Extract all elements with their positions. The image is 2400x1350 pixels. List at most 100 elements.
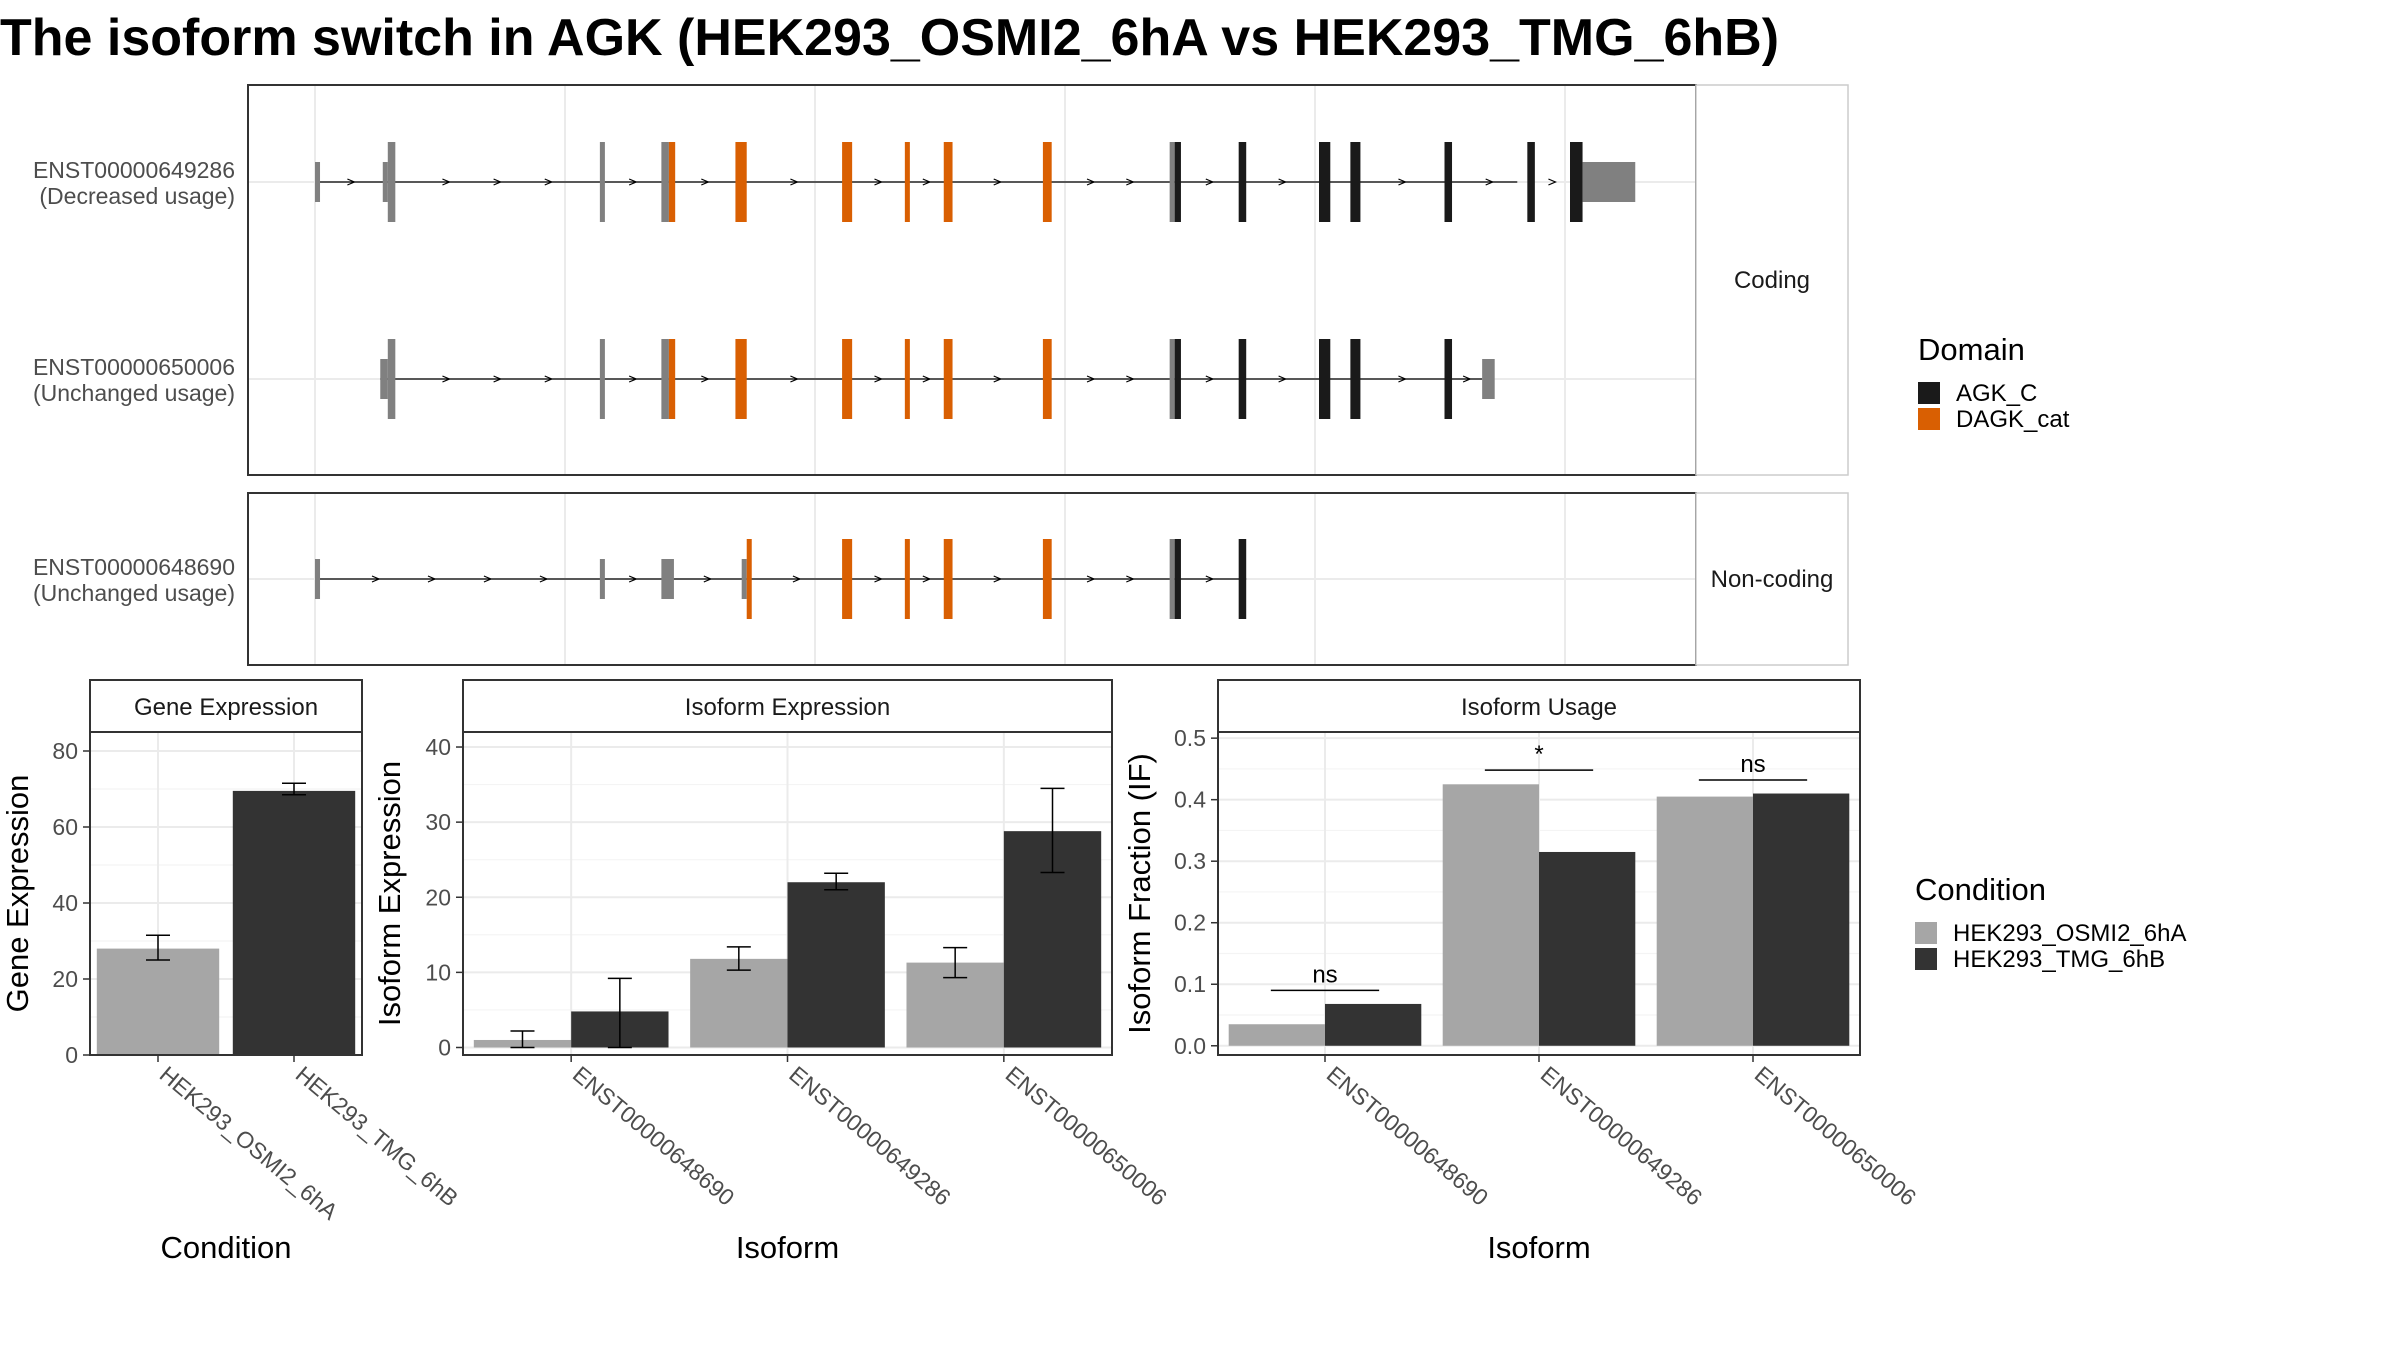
bar (1228, 1024, 1325, 1046)
exon-dagk-cat (904, 539, 910, 619)
significance-label: ns (1740, 751, 1765, 778)
bar (1442, 784, 1539, 1046)
y-tick-label: 0.1 (1174, 971, 1206, 997)
exon-dagk-cat (746, 539, 752, 619)
strand-arrow (1086, 375, 1096, 383)
transcript-panel-non-coding: ENST00000648690(Unchanged usage) Non-codi… (33, 492, 1849, 666)
significance-label: ns (1312, 961, 1337, 988)
transcript-ENST00000648690: ENST00000648690(Unchanged usage) (33, 539, 1247, 619)
exon-dagk-cat (842, 539, 853, 619)
exon-dagk-cat (943, 142, 953, 222)
exon-dagk-cat (842, 339, 853, 419)
strand-arrow (993, 575, 1003, 583)
y-tick-label: 40 (425, 734, 451, 760)
chart-isoform-usage: 0.0 0.1 0.2 0.3 0.4 0.5 ns * ns Isoform Usage ENST… (1122, 679, 1921, 1265)
transcript-usage: (Unchanged usage) (33, 380, 235, 406)
x-tick-label: ENST00000650006 (1001, 1061, 1173, 1211)
x-tick-label: ENST00000649286 (1536, 1061, 1708, 1211)
bar (1656, 796, 1753, 1046)
exon-agk-c (1319, 339, 1331, 419)
strand-arrow (701, 375, 710, 383)
strand-arrow (993, 375, 1003, 383)
y-tick-label: 0 (65, 1042, 78, 1068)
exon-agk-c (1319, 142, 1331, 222)
exon-dagk-cat (735, 339, 747, 419)
legend-label: HEK293_TMG_6hB (1953, 946, 2165, 973)
exon (599, 142, 605, 222)
strand-arrow (628, 575, 638, 583)
exon-agk-c (1238, 339, 1247, 419)
exon-agk-c (1527, 142, 1535, 222)
exon-dagk-cat (735, 142, 747, 222)
transcript-structure-panels: ENST00000649286(Decreased usage)ENST0000… (33, 84, 1849, 666)
error-bar (282, 782, 306, 796)
strand-arrow (493, 375, 503, 383)
strand-arrow (628, 375, 638, 383)
exon-agk-c (1444, 142, 1453, 222)
exon (382, 162, 388, 202)
exon-dagk-cat (943, 539, 953, 619)
exon (741, 559, 747, 599)
strand-arrow (703, 575, 713, 583)
strand-arrow (1278, 178, 1288, 186)
strand-arrow (1086, 178, 1096, 186)
exon-agk-c (1238, 142, 1247, 222)
bar (1753, 793, 1850, 1046)
facet-strip (1217, 679, 1861, 733)
exon-agk-c (1174, 539, 1181, 619)
y-axis-title: Isoform Fraction (IF) (1122, 753, 1157, 1034)
facet-strip (89, 679, 363, 733)
strand-arrow (790, 375, 799, 383)
exon (599, 559, 605, 599)
x-tick-label: ENST00000648690 (568, 1061, 740, 1211)
strand-arrow (544, 178, 554, 186)
y-tick-label: 0.5 (1174, 725, 1206, 751)
exon-dagk-cat (668, 339, 676, 419)
exon-agk-c (1174, 142, 1181, 222)
strand-arrow (1398, 178, 1407, 186)
legend-swatch (1918, 408, 1940, 430)
strand-arrow (1278, 375, 1288, 383)
exon (1169, 539, 1175, 619)
exon (661, 339, 669, 419)
bar (787, 882, 885, 1048)
bar (1325, 1003, 1422, 1046)
exon (1169, 142, 1175, 222)
strand-arrow (874, 375, 884, 383)
exon-agk-c (1570, 142, 1583, 222)
exon (387, 339, 396, 419)
facet-label: Coding (1734, 267, 1810, 294)
strand-arrow (993, 178, 1003, 186)
transcript-ENST00000650006: ENST00000650006(Unchanged usage) (33, 339, 1495, 419)
transcript-name: ENST00000648690 (33, 554, 235, 580)
strand-arrow (1086, 575, 1096, 583)
chart-title: Isoform Expression (685, 694, 890, 721)
legend-label: AGK_C (1956, 380, 2037, 407)
exon-dagk-cat (1042, 539, 1052, 619)
transcript-panel-coding: ENST00000649286(Decreased usage)ENST0000… (33, 84, 1849, 476)
y-tick-label: 0.2 (1174, 910, 1206, 936)
y-tick-label: 60 (52, 814, 78, 840)
strand-arrow (544, 375, 554, 383)
exon (661, 559, 674, 599)
transcript-name: ENST00000649286 (33, 157, 235, 183)
y-tick-label: 10 (425, 959, 451, 985)
bar (232, 790, 356, 1055)
exon (315, 559, 321, 599)
y-tick-label: 0.0 (1174, 1033, 1206, 1059)
strand-arrow (442, 375, 451, 383)
exon-agk-c (1350, 339, 1361, 419)
y-axis-title: Isoform Expression (372, 761, 407, 1026)
x-axis-title: Isoform (1487, 1230, 1590, 1265)
strand-arrow (922, 178, 932, 186)
strand-arrow (1485, 178, 1495, 186)
transcript-usage: (Unchanged usage) (33, 580, 235, 606)
strand-arrow (628, 178, 638, 186)
legend-label: DAGK_cat (1956, 406, 2070, 433)
y-tick-label: 20 (425, 884, 451, 910)
strand-arrow (1126, 375, 1135, 383)
chart-title: Isoform Usage (1461, 694, 1617, 721)
